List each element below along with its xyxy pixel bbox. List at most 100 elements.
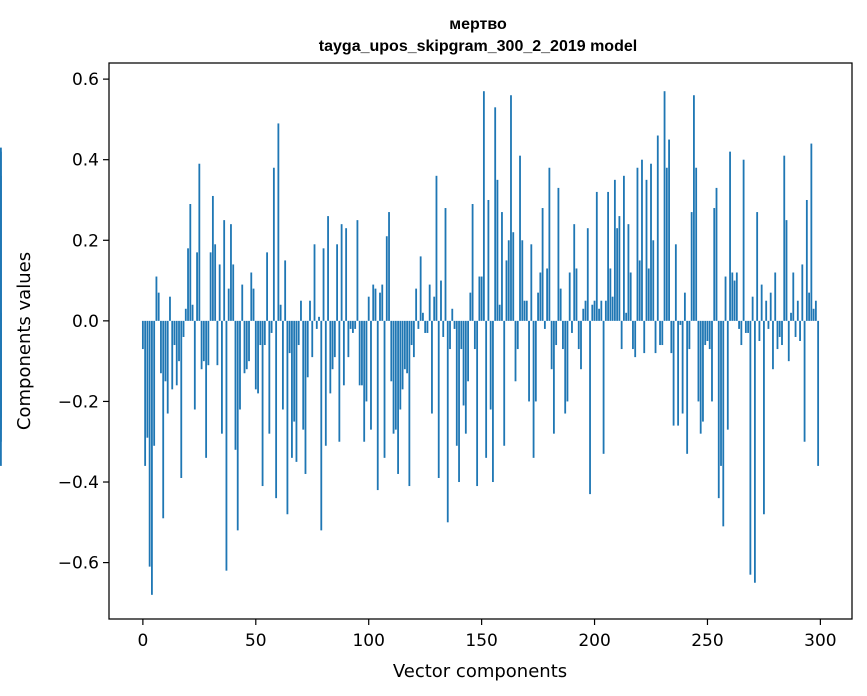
bar	[141, 320, 144, 350]
bar	[501, 212, 503, 321]
bar	[428, 284, 431, 321]
bar	[765, 300, 768, 321]
x-axis-label: Vector components	[393, 661, 567, 682]
bar	[446, 320, 449, 523]
bar	[318, 316, 320, 321]
bar	[505, 260, 508, 321]
bar	[744, 320, 747, 333]
bar	[476, 320, 479, 487]
bar	[184, 308, 187, 321]
bar	[207, 320, 210, 366]
bar	[607, 191, 609, 321]
bar	[494, 107, 497, 321]
bar	[236, 320, 239, 531]
x-tick-label: 50	[245, 631, 267, 651]
bar	[227, 288, 230, 321]
bar	[550, 320, 553, 370]
bar	[704, 320, 707, 346]
bar	[817, 320, 820, 466]
bar	[492, 320, 494, 483]
bar	[440, 280, 442, 321]
bar	[354, 320, 357, 329]
x-tick-label: 100	[352, 631, 384, 651]
bar	[489, 320, 492, 410]
bar	[514, 320, 517, 382]
bar	[537, 292, 539, 321]
bar	[458, 320, 460, 483]
bar	[146, 320, 149, 438]
bar	[555, 320, 558, 346]
bar	[706, 320, 709, 341]
bar	[794, 320, 797, 337]
bar	[726, 320, 729, 430]
bar	[787, 320, 790, 362]
bar	[223, 220, 226, 321]
y-tick-label: 0.0	[72, 312, 99, 332]
bar	[392, 320, 395, 434]
bar	[534, 320, 537, 402]
bar	[799, 320, 801, 341]
bar	[191, 304, 194, 321]
bar	[571, 320, 573, 333]
bar	[0, 320, 2, 418]
bar	[347, 320, 350, 358]
bar	[525, 300, 528, 321]
bar	[668, 139, 670, 321]
y-tick-label: −0.6	[58, 554, 99, 574]
bar	[496, 179, 499, 321]
bar	[803, 320, 806, 442]
x-tick-label: 250	[691, 631, 723, 651]
bar	[480, 276, 483, 321]
bar	[663, 91, 666, 321]
bar	[679, 320, 682, 325]
bar	[401, 320, 404, 390]
bar	[753, 320, 756, 583]
bar	[385, 236, 388, 321]
bar	[575, 268, 578, 321]
bar	[774, 272, 777, 321]
bar	[783, 155, 786, 321]
bar	[365, 320, 368, 402]
bar	[580, 320, 582, 370]
bar	[451, 308, 454, 321]
bar	[442, 320, 445, 337]
bar	[557, 187, 560, 321]
bar	[462, 320, 465, 406]
bar	[336, 244, 338, 321]
bar	[324, 320, 327, 446]
bar	[738, 320, 740, 329]
bar	[586, 228, 589, 321]
bar	[453, 320, 456, 329]
bar	[169, 296, 171, 321]
bar	[758, 320, 761, 341]
bar	[543, 320, 546, 329]
bar	[322, 248, 325, 321]
bar	[733, 280, 736, 321]
bar	[399, 320, 402, 410]
bar	[498, 304, 501, 321]
bar	[796, 300, 799, 321]
bar	[435, 175, 438, 321]
bar	[564, 320, 567, 414]
bar	[792, 272, 795, 321]
bar	[623, 175, 625, 321]
bar	[566, 320, 569, 402]
bar	[419, 256, 422, 321]
bar	[609, 268, 612, 321]
bar	[661, 320, 664, 346]
bar	[702, 320, 704, 422]
bar	[729, 151, 731, 321]
bar	[582, 308, 585, 321]
bar	[340, 224, 343, 321]
bar	[363, 320, 366, 442]
bar	[403, 320, 406, 370]
bar	[356, 220, 359, 321]
bar	[182, 320, 185, 337]
bar	[735, 272, 738, 321]
bar	[629, 272, 632, 321]
y-axis-ticks: −0.6 −0.4 −0.2 0.0 0.2 0.4 0.6	[58, 70, 109, 574]
bar	[530, 244, 533, 321]
bar	[241, 284, 244, 321]
bar	[507, 240, 510, 321]
